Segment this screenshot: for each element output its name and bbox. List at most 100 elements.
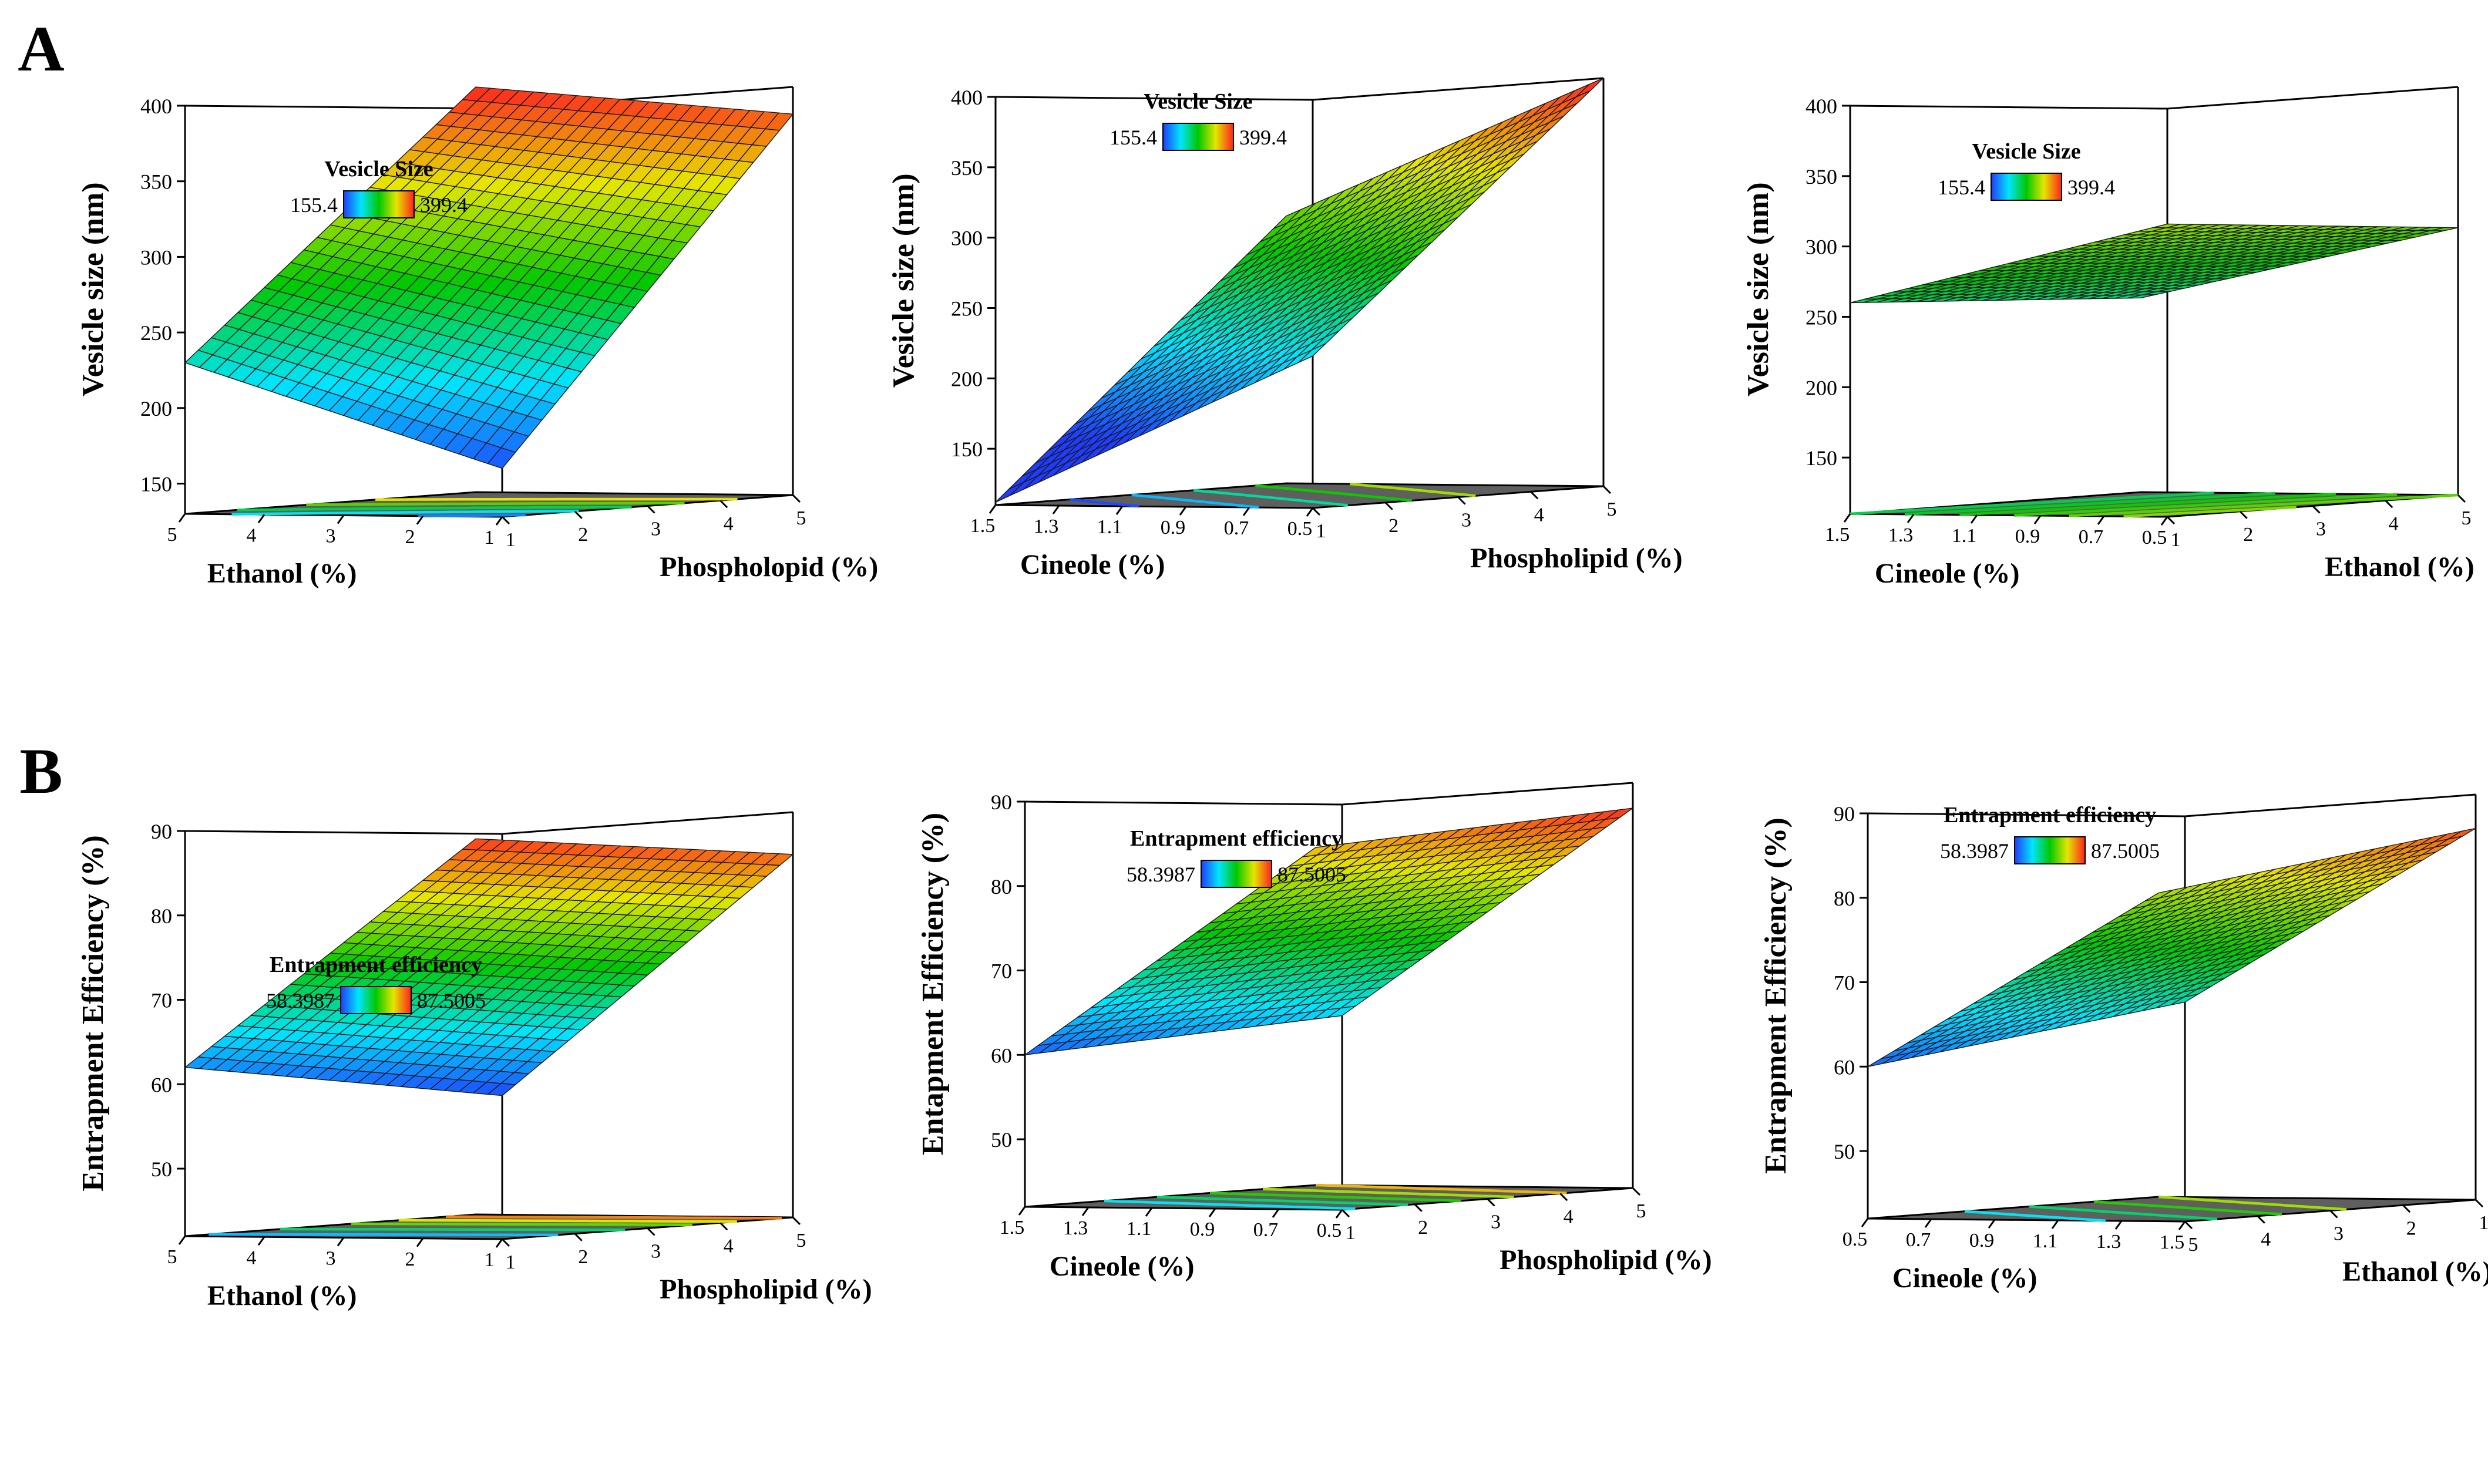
y-tick-mark: [1457, 496, 1466, 505]
y-tick-label: 3: [651, 1241, 661, 1263]
response-surface: [184, 86, 794, 469]
y-tick-mark: [792, 494, 801, 503]
y-tick-label: 4: [1564, 1206, 1574, 1227]
contour-line-5: [2069, 493, 2459, 517]
y-tick-mark: [2166, 516, 2176, 525]
contour-line-2: [1904, 492, 2275, 516]
contour-lines: [1850, 491, 2459, 518]
legend-color-bar: [340, 986, 412, 1014]
contour-line-6: [2123, 506, 2297, 518]
y-tick-label: 5: [796, 507, 806, 529]
z-tick-label: 150: [951, 438, 983, 461]
contour-floor: [1867, 1196, 2476, 1223]
x-tick-label: 1: [485, 1249, 495, 1271]
y-tick-mark: [1602, 485, 1612, 494]
surface-cell: [461, 838, 492, 851]
contour-line-4: [398, 1219, 737, 1223]
top-right-edge: [502, 811, 794, 835]
x-tick-label: 2: [405, 526, 415, 548]
x-axis-title: Cineole (%): [1892, 1263, 2038, 1294]
z-axis-title: Vesicle size (nm): [1741, 182, 1775, 396]
z-tick-label: 60: [1834, 1055, 1855, 1079]
x-axis: 1.5 1.3 1.1 0.9 0.7 0.5 Cineole (%): [1000, 1206, 1343, 1282]
top-right-edge: [2167, 86, 2459, 110]
surface-cell: [2127, 294, 2156, 299]
x-axis-title: Cineole (%): [1020, 549, 1165, 580]
x-tick-label: 1.5: [2160, 1231, 2185, 1253]
x-tick-label: 0.7: [1224, 517, 1249, 539]
y-axis-title: Phospholipid (%): [1470, 543, 1682, 574]
z-tick-label: 80: [991, 875, 1012, 899]
z-axis: 150 200 250 300 350 400 Vesicle size (nm): [887, 86, 996, 461]
y-tick-mark: [1559, 1193, 1568, 1202]
top-right-edge: [1341, 782, 1633, 806]
x-tick-mark: [1179, 506, 1187, 516]
x-tick-label: 4: [247, 1247, 257, 1268]
y-tick-mark: [2474, 1199, 2484, 1208]
legend-min-label: 58.3987: [266, 989, 335, 1012]
panel-label: A: [18, 13, 64, 85]
contour-line-1: [1070, 498, 1139, 508]
legend-color-bar: [343, 190, 415, 218]
axis-box: [1849, 86, 2459, 517]
contour-line-2: [231, 509, 579, 516]
z-tick-label: 70: [151, 989, 172, 1012]
z-tick-label: 150: [1806, 446, 1837, 470]
x-axis: 1.5 1.3 1.1 0.9 0.7 0.5 Cineole (%): [1825, 513, 2168, 589]
legend-max-label: 399.4: [1239, 126, 1287, 149]
z-axis: 50 60 70 80 90 Entrapment Efficiency (%): [76, 820, 185, 1192]
legend-max-label: 87.5005: [2091, 839, 2160, 863]
x-tick-label: 5: [167, 1246, 177, 1268]
legend: Vesicle Size 155.4 399.4: [1109, 89, 1287, 151]
legend-color-bar: [1162, 123, 1234, 151]
z-tick-label: 90: [991, 790, 1012, 814]
surface-cell: [1575, 78, 1604, 97]
x-tick-mark: [416, 515, 424, 525]
x-tick-label: 0.5: [1287, 518, 1313, 540]
y-tick-mark: [1384, 502, 1393, 510]
x-tick-mark: [337, 1237, 345, 1247]
x-tick-label: 0.7: [1253, 1219, 1279, 1241]
z-tick-label: 50: [991, 1128, 1012, 1152]
y-tick-mark: [2184, 1220, 2193, 1230]
y-tick-label: 4: [724, 513, 734, 534]
y-tick-label: 4: [1534, 504, 1544, 526]
contour-line-4: [2014, 493, 2398, 517]
x-tick-label: 0.5: [1843, 1229, 1868, 1250]
y-tick-mark: [1414, 1203, 1423, 1212]
y-axis: 1 2 3 4 5 Phospholipid (%): [1312, 485, 1683, 574]
z-tick-label: 400: [951, 86, 983, 109]
x-axis-title: Ethanol (%): [207, 558, 357, 589]
x-tick-label: 1.3: [2096, 1231, 2121, 1253]
x-tick-mark: [1052, 505, 1060, 514]
legend-max-label: 399.4: [420, 193, 468, 217]
z-tick-label: 60: [151, 1073, 172, 1096]
contour-line-3: [351, 1222, 692, 1227]
x-tick-label: 1.3: [1034, 516, 1059, 537]
y-tick-mark: [501, 516, 510, 525]
legend-color-bar: [2014, 836, 2086, 864]
y-tick-mark: [574, 510, 583, 519]
z-tick-label: 200: [951, 367, 983, 391]
x-axis: 1.5 1.3 1.1 0.9 0.7 0.5 Cineole (%): [970, 504, 1314, 580]
response-surface: [995, 78, 1604, 503]
contour-lines: [231, 497, 738, 517]
z-axis-title: Entrapment Efficiency (%): [76, 835, 110, 1192]
x-tick-label: 1.5: [1000, 1217, 1025, 1239]
contour-line-4: [1262, 1187, 1514, 1199]
y-axis-title: Phospholopid (%): [660, 551, 878, 583]
y-tick-label: 1: [1346, 1222, 1356, 1244]
legend-min-label: 155.4: [1938, 176, 1985, 199]
y-tick-label: 3: [2316, 519, 2326, 540]
y-tick-mark: [1312, 507, 1321, 516]
z-tick-label: 350: [140, 170, 172, 194]
response-surface: [1850, 223, 2459, 304]
y-tick-mark: [719, 500, 728, 509]
top-left-edge: [184, 105, 503, 110]
y-axis: 1 2 3 4 5 Phospholopid (%): [501, 494, 878, 583]
y-tick-mark: [1632, 1187, 1641, 1196]
x-tick-mark: [2051, 1220, 2059, 1229]
z-tick-label: 350: [951, 156, 983, 180]
